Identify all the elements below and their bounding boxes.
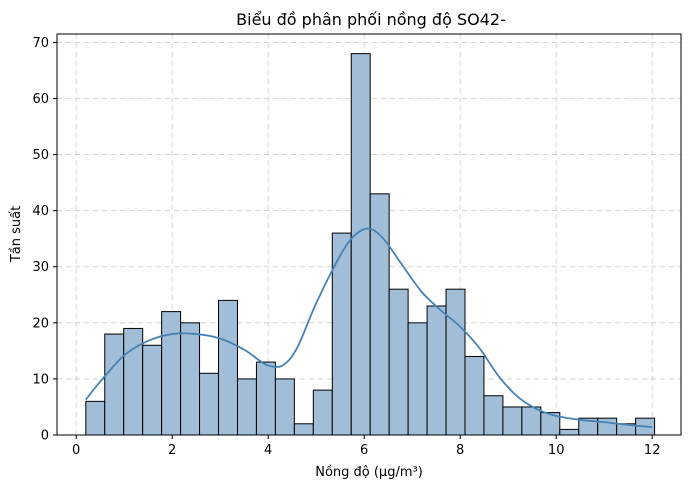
x-tick-label: 4 <box>264 443 272 458</box>
histogram-bar <box>445 288 466 436</box>
histogram-bar <box>464 355 485 436</box>
histogram-bar <box>104 333 125 436</box>
histogram-bars <box>85 53 656 436</box>
histogram-bar <box>236 378 257 436</box>
x-tick-label: 12 <box>644 443 661 458</box>
histogram-bar <box>559 428 580 436</box>
histogram-bar <box>293 423 314 436</box>
x-axis-title: Nồng độ (µg/m³) <box>315 465 423 480</box>
x-tick-label: 6 <box>360 443 368 458</box>
y-tick-label: 70 <box>32 36 49 51</box>
x-tick-label: 8 <box>456 443 464 458</box>
y-tick-label: 10 <box>32 372 49 387</box>
y-tick-label: 30 <box>32 260 49 275</box>
histogram-bar <box>407 322 428 436</box>
y-tick-label: 50 <box>32 148 49 163</box>
histogram-bar <box>502 406 523 436</box>
histogram-bar <box>274 378 295 436</box>
x-tick-label: 0 <box>72 443 80 458</box>
y-axis-ticks: 0 10 20 30 40 50 60 70 <box>32 36 57 444</box>
histogram-bar <box>180 322 201 436</box>
kde-curve <box>85 227 653 429</box>
grid-lines <box>57 34 681 436</box>
histogram-bar <box>85 400 106 436</box>
plot-frame <box>56 33 682 436</box>
histogram-bar <box>161 311 182 436</box>
y-axis-title: Tần suất <box>9 206 24 263</box>
histogram-bar <box>199 372 220 436</box>
x-axis-ticks: 0 2 4 6 8 10 12 <box>72 435 660 458</box>
histogram-bar <box>483 395 504 436</box>
y-tick-label: 0 <box>41 429 49 444</box>
y-tick-label: 60 <box>32 92 49 107</box>
histogram-bar <box>218 299 238 436</box>
histogram-bar <box>350 53 371 436</box>
histogram-bar <box>255 361 276 436</box>
y-tick-label: 20 <box>32 316 49 331</box>
histogram-bar <box>597 417 618 436</box>
chart-title: Biểu đồ phân phối nồng độ SO42- <box>236 10 506 29</box>
y-tick-label: 40 <box>32 204 49 219</box>
histogram-bar <box>312 389 333 436</box>
x-tick-label: 10 <box>548 443 565 458</box>
histogram-bar <box>426 305 447 436</box>
x-tick-label: 2 <box>168 443 176 458</box>
histogram-bar <box>142 344 163 436</box>
histogram-bar <box>521 406 542 436</box>
histogram-bar <box>388 288 409 436</box>
